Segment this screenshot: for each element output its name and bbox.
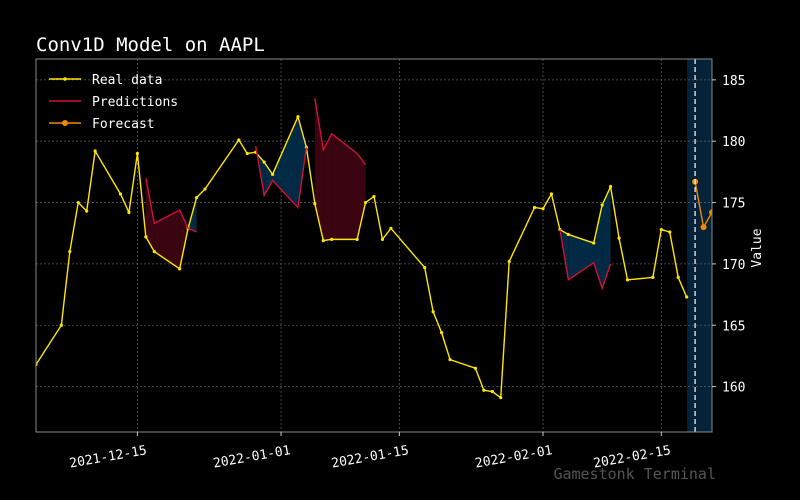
x-tick-label: 2021-12-15: [68, 443, 148, 471]
prediction-line: [559, 229, 612, 291]
prediction-error-fill: [154, 209, 180, 269]
prediction-error-fill: [331, 133, 358, 240]
real-data-line: [36, 114, 688, 399]
real-data-point: [507, 259, 511, 264]
prediction-error-fill: [602, 186, 611, 289]
real-data-point: [482, 388, 486, 392]
real-data-point: [203, 187, 207, 191]
x-tick-label: 2022-02-01: [474, 443, 554, 471]
real-data-point: [541, 207, 545, 211]
real-data-point: [313, 202, 317, 206]
legend-marker: [63, 77, 67, 81]
y-axis-label: Value: [750, 228, 765, 267]
real-data-point: [363, 200, 368, 205]
real-data-point: [194, 196, 199, 200]
forecast-region: [687, 59, 712, 432]
real-data-point: [659, 227, 663, 232]
plot-area: [35, 58, 723, 433]
real-data-point: [431, 310, 435, 314]
legend-label: Forecast: [92, 117, 155, 132]
real-data-point: [152, 250, 156, 254]
y-tick-label: 180: [722, 135, 745, 150]
real-data-point: [321, 238, 325, 243]
real-data-point: [85, 209, 89, 213]
real-data-point: [118, 192, 123, 196]
prediction-line: [255, 145, 308, 210]
prediction-error-fill: [568, 234, 594, 280]
real-data-point: [68, 250, 72, 254]
real-data-point: [600, 203, 604, 207]
y-tick-label: 185: [722, 74, 745, 89]
legend: Real data Predictions Forecast: [49, 73, 178, 132]
real-data-point: [499, 396, 503, 400]
y-tick-label: 175: [722, 197, 745, 212]
real-data-point: [609, 185, 613, 189]
real-data-point: [668, 230, 672, 234]
real-data-point: [685, 295, 689, 299]
watermark-text: Gamestonk Terminal: [553, 465, 716, 483]
x-tick-label: 2022-01-15: [330, 443, 410, 471]
legend-label: Real data: [92, 73, 162, 88]
real-data-point: [532, 205, 537, 210]
real-data-point: [617, 236, 621, 240]
y-tick-label: 160: [722, 381, 745, 396]
real-data-point: [676, 275, 680, 280]
real-data-point: [76, 200, 80, 205]
legend-label: Predictions: [92, 95, 178, 110]
real-data-point: [135, 151, 139, 156]
real-data-point: [651, 275, 655, 280]
prediction-error-fill: [264, 162, 273, 196]
plot-frame: [35, 58, 713, 433]
real-data-point: [473, 366, 477, 370]
prediction-error-fill: [272, 116, 298, 208]
real-data-point: [262, 160, 266, 164]
real-data-point: [549, 192, 554, 196]
forecast-point: [709, 209, 712, 216]
prediction-error-fill: [314, 98, 324, 241]
real-data-point: [372, 194, 376, 199]
forecast-line: [694, 181, 712, 230]
real-data-point: [237, 138, 241, 142]
legend-marker: [62, 120, 68, 126]
prediction-line: [314, 98, 367, 165]
real-data-point: [245, 151, 249, 156]
real-data-point: [389, 226, 393, 230]
real-data-point: [423, 265, 427, 270]
forecast-point: [717, 234, 723, 240]
prediction-error-fill: [145, 178, 155, 252]
forecast-point: [700, 224, 707, 231]
x-tick-label: 2022-01-01: [212, 443, 292, 471]
real-data-point: [127, 210, 131, 214]
real-data-point: [144, 235, 148, 239]
real-data-point: [296, 115, 300, 119]
prediction-line: [145, 177, 197, 233]
real-data-point: [178, 267, 182, 271]
real-data-point: [271, 172, 275, 176]
real-data-point: [330, 237, 334, 241]
prediction-error-fill: [357, 153, 366, 240]
real-data-point: [93, 149, 97, 153]
y-axis: 160 165 170 175 180 185: [712, 74, 745, 396]
real-data-point: [355, 237, 359, 241]
prediction-error-fill: [297, 116, 307, 208]
y-tick-label: 170: [722, 258, 745, 273]
real-data-point: [59, 323, 63, 327]
real-data-point: [380, 237, 385, 241]
real-data-point: [440, 331, 444, 335]
y-tick-label: 165: [722, 319, 745, 334]
real-data-point: [490, 389, 494, 394]
real-data-point: [448, 358, 452, 362]
plot-content: [36, 59, 723, 432]
prediction-error-fill: [323, 133, 332, 241]
chart-title: Conv1D Model on AAPL: [36, 34, 265, 56]
real-data-point: [566, 232, 570, 237]
real-data-point: [625, 278, 630, 282]
real-data-point: [592, 241, 596, 245]
